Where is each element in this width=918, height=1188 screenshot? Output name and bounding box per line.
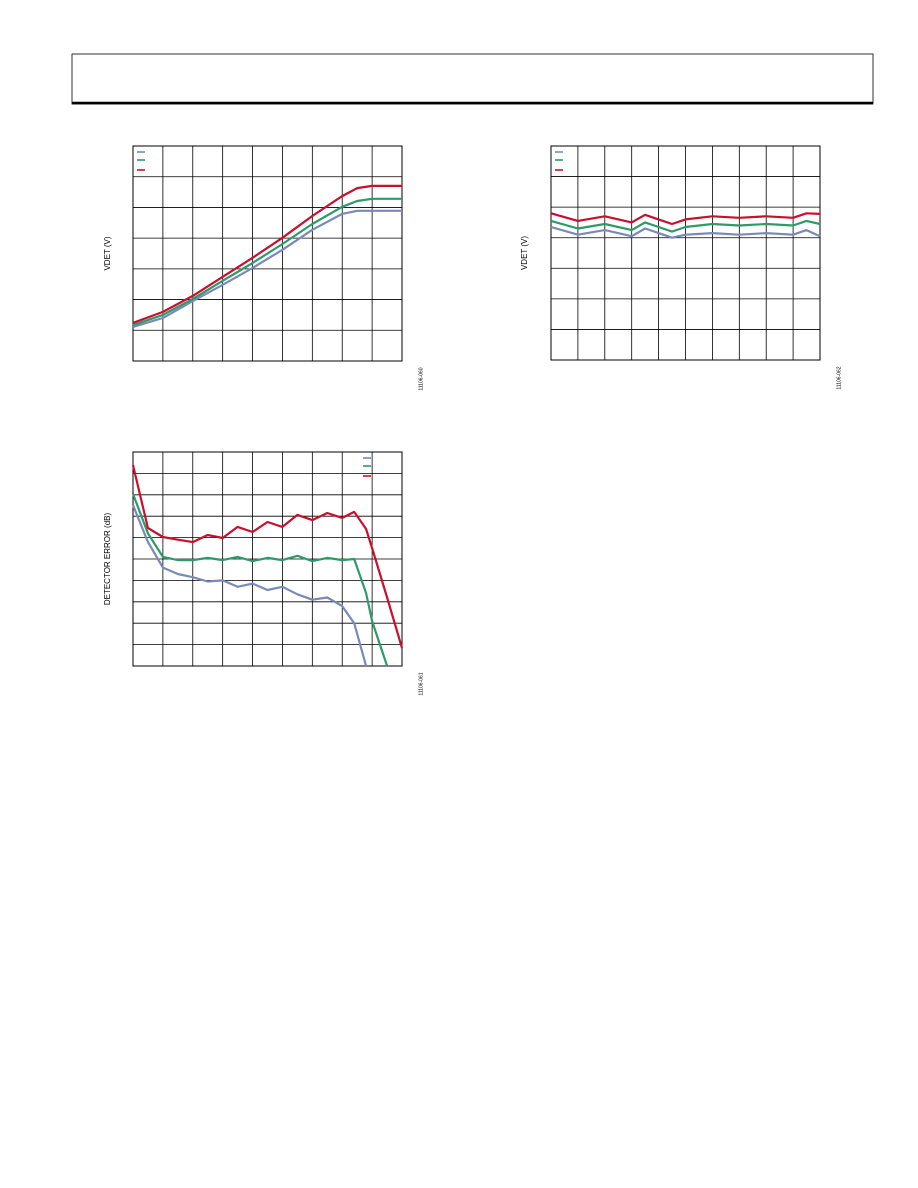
y-axis-label: VDET (V) xyxy=(103,236,112,270)
y-axis-label: DETECTOR ERROR (dB) xyxy=(103,513,112,606)
series-line xyxy=(131,464,404,649)
series-line xyxy=(131,493,389,667)
y-axis-label: VDET (V) xyxy=(520,236,529,270)
series-line xyxy=(550,225,821,239)
plot-frame xyxy=(132,145,403,362)
series-line xyxy=(132,197,402,327)
figure-id: 11106-061 xyxy=(418,672,424,695)
series-line xyxy=(132,184,402,324)
header-box xyxy=(71,53,874,105)
figure-id: 11106-060 xyxy=(418,367,424,390)
series-line xyxy=(550,219,821,233)
plot-frame xyxy=(132,451,403,667)
series-line xyxy=(132,209,402,328)
series-line xyxy=(131,504,368,667)
series-line xyxy=(550,212,821,226)
plot-frame xyxy=(550,145,821,361)
figure-id: 11106-062 xyxy=(836,366,842,389)
